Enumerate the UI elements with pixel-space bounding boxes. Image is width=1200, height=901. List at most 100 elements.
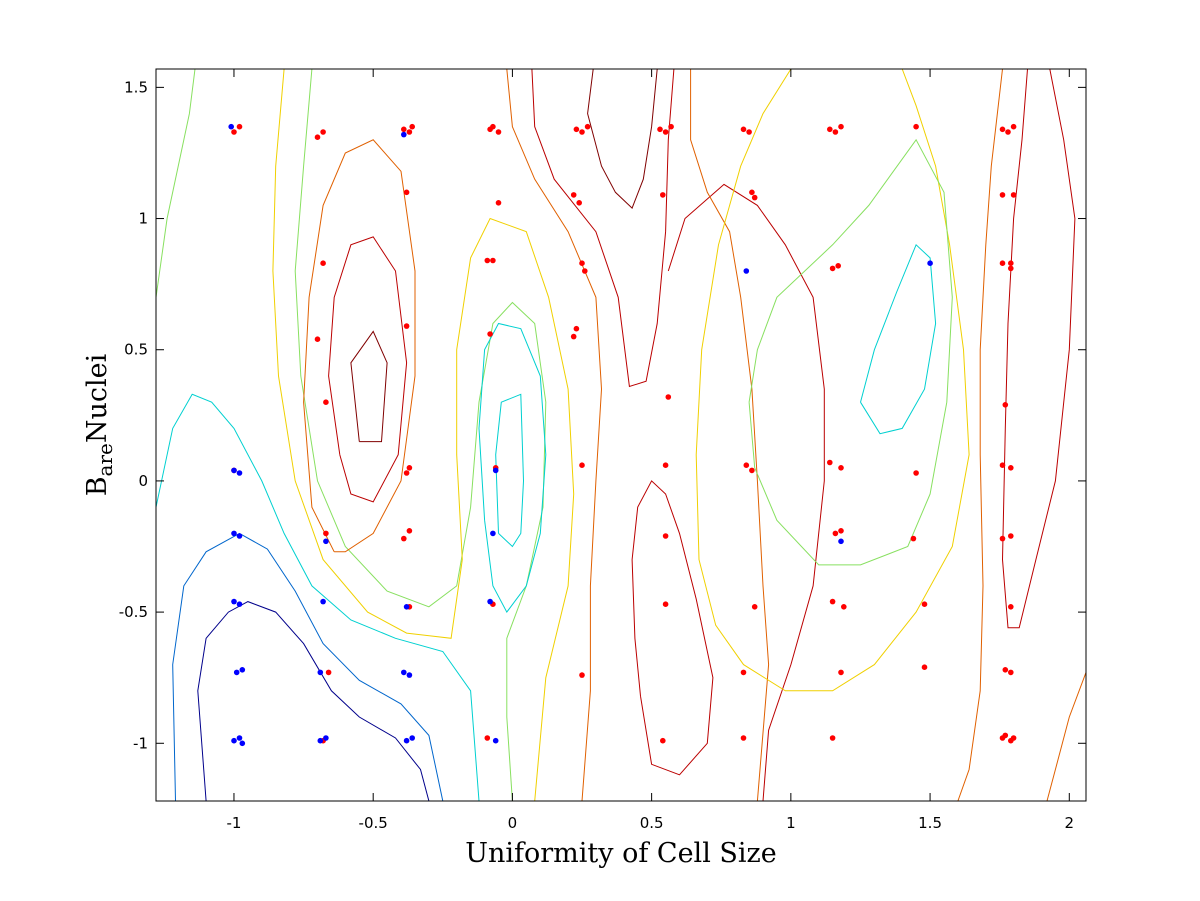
point-red-32 — [999, 192, 1006, 198]
contour-line-22 — [1046, 672, 1086, 801]
point-red-69 — [832, 530, 839, 537]
point-red-4 — [401, 126, 407, 133]
point-red-16 — [576, 200, 582, 206]
contour-line-5 — [478, 322, 547, 614]
point-red-29 — [999, 126, 1006, 133]
point-red-43 — [1008, 265, 1014, 272]
point-red-9 — [495, 129, 502, 135]
x-tick-label-1: -0.5 — [359, 814, 388, 832]
point-red-68 — [662, 533, 669, 539]
point-red-48 — [570, 333, 577, 340]
point-red-41 — [999, 260, 1006, 267]
point-red-86 — [921, 664, 928, 670]
point-red-84 — [740, 669, 747, 676]
point-red-87 — [1002, 667, 1009, 673]
scatter-points — [228, 123, 1017, 747]
y-tick-label-4: 1 — [138, 210, 148, 228]
point-red-3 — [320, 129, 326, 135]
point-blue-21 — [236, 735, 243, 741]
point-red-28 — [913, 123, 919, 130]
point-red-65 — [323, 530, 329, 537]
contour-line-14 — [631, 480, 714, 776]
contour-line-18 — [748, 138, 953, 566]
point-red-80 — [921, 601, 928, 607]
point-blue-8 — [490, 530, 496, 537]
point-red-39 — [829, 265, 836, 272]
point-red-20 — [660, 192, 666, 198]
point-red-0 — [231, 129, 237, 135]
contour-line-21 — [1001, 69, 1076, 629]
x-axis-label: Uniformity of Cell Size — [465, 838, 777, 869]
point-red-88 — [1008, 669, 1014, 676]
point-red-11 — [495, 200, 502, 206]
contour-line-19 — [860, 243, 937, 435]
contour-line-7 — [272, 69, 575, 801]
y-tick-label-0: -1 — [133, 734, 148, 752]
point-blue-17 — [317, 669, 324, 676]
point-red-70 — [838, 528, 844, 534]
x-tick-label-6: 2 — [1065, 814, 1075, 832]
contour-line-12 — [531, 69, 675, 388]
axis-ticks: -1 -0.5 0 0.5 1 1.5 2 -1 -0.5 0 0.5 1 1.5 — [119, 69, 1086, 832]
y-axis-label: BareNuclei — [82, 353, 117, 496]
point-red-72 — [999, 535, 1006, 542]
point-red-96 — [1002, 732, 1009, 739]
point-red-18 — [662, 129, 669, 135]
point-red-60 — [827, 459, 833, 466]
point-blue-1 — [401, 131, 407, 138]
x-tick-label-5: 1.5 — [918, 814, 942, 832]
point-red-12 — [573, 126, 580, 133]
x-tick-label-3: 0.5 — [640, 814, 664, 832]
point-red-35 — [484, 257, 491, 264]
contour-line-10 — [350, 330, 388, 443]
point-red-51 — [1002, 402, 1009, 408]
point-blue-15 — [233, 669, 240, 676]
point-red-79 — [841, 604, 847, 610]
y-tick-label-2: 0 — [138, 472, 148, 490]
point-red-27 — [838, 123, 844, 130]
point-red-90 — [484, 735, 491, 741]
point-blue-25 — [403, 737, 410, 744]
point-red-37 — [579, 260, 585, 267]
contour-lines — [156, 69, 1086, 801]
point-red-6 — [409, 123, 416, 130]
point-blue-18 — [401, 669, 407, 676]
point-blue-19 — [406, 672, 413, 678]
point-blue-13 — [403, 604, 410, 610]
point-red-23 — [749, 189, 755, 196]
point-blue-26 — [409, 735, 416, 741]
point-blue-23 — [317, 737, 324, 744]
y-tick-label-3: 0.5 — [124, 341, 148, 359]
point-red-14 — [584, 123, 591, 130]
point-red-81 — [1008, 604, 1014, 610]
point-red-53 — [406, 465, 413, 471]
point-red-83 — [579, 672, 585, 678]
point-red-78 — [829, 598, 836, 605]
point-red-22 — [746, 129, 752, 135]
point-red-97 — [1010, 735, 1017, 741]
y-tick-label-1: -0.5 — [119, 603, 148, 621]
point-red-33 — [1010, 192, 1017, 198]
contour-line-1 — [172, 532, 444, 801]
point-blue-7 — [323, 538, 329, 545]
point-blue-16 — [239, 667, 246, 673]
contour-line-0 — [197, 601, 430, 801]
point-red-46 — [487, 331, 493, 337]
point-red-15 — [570, 192, 577, 198]
point-red-1 — [236, 123, 243, 130]
point-red-24 — [751, 194, 758, 201]
point-blue-5 — [231, 530, 237, 537]
point-blue-27 — [492, 737, 499, 744]
y-axis-label-rest: Nuclei — [82, 353, 113, 443]
point-red-21 — [740, 126, 747, 133]
point-red-91 — [660, 737, 666, 744]
point-red-26 — [832, 129, 839, 135]
point-red-76 — [662, 601, 669, 607]
svg-text:BareNuclei: BareNuclei — [82, 353, 117, 496]
point-blue-0 — [228, 123, 234, 130]
point-blue-22 — [239, 740, 246, 747]
point-red-40 — [835, 263, 841, 269]
point-blue-9 — [838, 538, 844, 545]
point-blue-10 — [231, 598, 237, 605]
